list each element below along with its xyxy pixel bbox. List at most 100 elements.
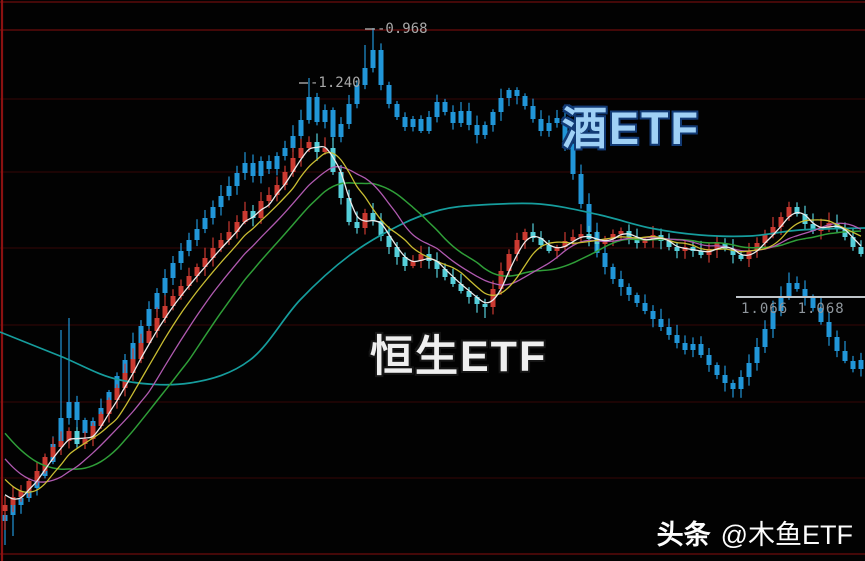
candle: [562, 110, 568, 151]
candle: [66, 427, 72, 449]
candle: [554, 109, 560, 128]
candle: [450, 105, 456, 130]
candle: [826, 312, 832, 346]
candle: [666, 318, 672, 340]
watermark: 头条 @木鱼ETF: [657, 513, 853, 552]
candle: [378, 213, 384, 242]
candle: [250, 204, 256, 227]
candle: [2, 495, 8, 530]
candle: [450, 268, 456, 287]
candle: [794, 276, 800, 292]
candle: [114, 384, 120, 409]
candle: [602, 245, 608, 275]
candle: [346, 94, 352, 130]
candle: [778, 286, 784, 317]
candle: [170, 255, 176, 285]
candle: [474, 115, 480, 144]
candle: [330, 107, 336, 141]
candle: [194, 219, 200, 247]
candle: [778, 212, 784, 235]
candle: [610, 263, 616, 284]
candle: [842, 340, 848, 364]
candle: [354, 80, 360, 109]
candle: [362, 45, 368, 90]
candle: [146, 301, 152, 334]
candle: [82, 431, 88, 449]
watermark-brand: 头条: [656, 520, 711, 550]
latest-price-marker: 1.066 1.068: [736, 296, 865, 317]
candle: [258, 156, 264, 184]
ma-longest-line: [0, 202, 865, 386]
candle: [322, 104, 328, 129]
candle: [522, 93, 528, 110]
candle: [650, 305, 656, 328]
candle: [58, 431, 64, 456]
candle: [106, 397, 112, 423]
candle: [730, 379, 736, 398]
candle: [226, 221, 232, 245]
candle: [226, 176, 232, 201]
candle: [658, 308, 664, 331]
candle: [690, 337, 696, 358]
candle: [322, 137, 328, 155]
candle: [50, 437, 56, 461]
candle: [466, 102, 472, 131]
candle: [786, 272, 792, 300]
candle: [490, 280, 496, 315]
candle: [858, 240, 864, 257]
candle: [386, 81, 392, 109]
candle: [850, 355, 856, 373]
candle: [498, 88, 504, 121]
candle: [738, 252, 744, 262]
candle: [314, 92, 320, 126]
candle: [546, 115, 552, 137]
candle: [626, 283, 632, 301]
candle: [714, 362, 720, 380]
candle: [434, 94, 440, 123]
watermark-handle: @木鱼ETF: [720, 520, 853, 550]
candle: [298, 138, 304, 167]
candle: [570, 137, 576, 180]
candle: [802, 280, 808, 306]
candle: [858, 352, 864, 377]
candle: [346, 189, 352, 226]
candle: [154, 307, 160, 338]
candle: [410, 115, 416, 132]
candle: [274, 176, 280, 202]
candle: [730, 239, 736, 264]
candle: [242, 201, 248, 225]
candle: [290, 125, 296, 152]
candle: [18, 485, 24, 502]
candle: [722, 365, 728, 392]
candle: [370, 28, 376, 73]
candle: [514, 87, 520, 105]
candle: [202, 247, 208, 276]
candle: [714, 235, 720, 258]
candle: [66, 318, 72, 425]
candle: [26, 478, 32, 498]
candle: [378, 43, 384, 91]
price-annotation-text: -0.968: [377, 21, 428, 37]
candle: [130, 348, 136, 381]
candle: [618, 270, 624, 296]
price-annotation-text: -1.240: [310, 75, 361, 91]
candle: [146, 328, 152, 346]
candle: [210, 200, 216, 225]
candle: [738, 370, 744, 398]
candle: [282, 165, 288, 191]
candle: [818, 297, 824, 325]
candle: [642, 294, 648, 315]
candle: [74, 427, 80, 448]
candle: [698, 240, 704, 259]
candle: [402, 112, 408, 131]
candle: [674, 242, 680, 259]
jiu-etf-series-label: 酒ETF: [562, 103, 700, 154]
ma-slower-line: [4, 182, 862, 471]
ma-slow-line: [4, 166, 862, 483]
candle: [578, 224, 584, 242]
candle: [338, 117, 344, 143]
candle: [770, 300, 776, 338]
candle: [490, 109, 496, 132]
candle: [578, 164, 584, 209]
